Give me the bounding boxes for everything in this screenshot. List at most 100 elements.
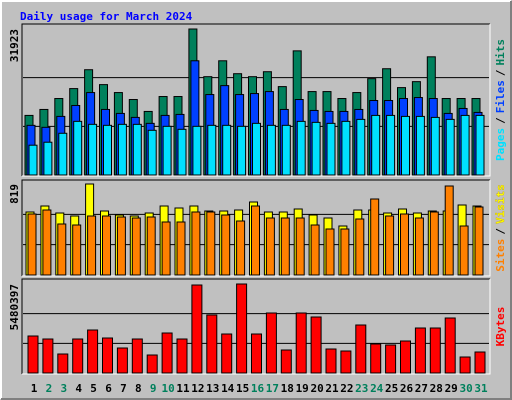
bar [429,327,441,374]
bar [116,216,126,276]
bar [88,123,98,176]
legend-entry: Hits [494,39,507,66]
bar [400,340,411,374]
x-tick-label: 26 [400,382,414,395]
bar [43,141,53,176]
bar [162,125,172,176]
bar [295,217,305,276]
bar [131,217,141,276]
x-tick-label: 17 [266,382,279,395]
bar [459,225,469,276]
panel-edge-light [22,24,491,177]
bar [475,114,485,176]
bar [72,224,82,276]
bar [102,215,111,276]
bar [221,214,231,276]
bar [474,206,484,276]
bar [280,349,292,374]
x-tick-label: 14 [221,382,235,395]
legend-separator: / [494,228,507,235]
bar [430,116,440,176]
bar [176,338,188,374]
bar [131,338,143,374]
bar [237,125,247,176]
x-tick-label: 2 [46,382,53,395]
legend: Sites / Visits [494,184,507,272]
legend-entry: KBytes [494,307,507,347]
bar [310,224,320,276]
bar [192,125,202,176]
panel-edge-light [22,180,491,277]
bar [132,123,142,176]
bar [415,115,425,176]
x-tick-label: 31 [474,382,488,395]
bar [325,348,337,374]
bar [474,351,486,374]
bar [206,211,216,276]
x-tick-label: 5 [90,382,97,395]
bar [236,283,248,374]
x-tick-label: 25 [385,382,398,395]
bar [281,124,291,176]
bar [340,228,350,276]
y-tick-label: 819 [8,184,21,204]
bar [310,316,322,374]
bar [252,122,261,176]
x-tick-label: 19 [296,382,309,395]
bar [355,324,367,374]
bar [340,350,352,374]
x-tick-label: 3 [60,382,67,395]
bar [401,115,410,176]
bar [385,215,395,276]
panel-edge-dark [21,179,490,276]
bar [87,329,99,374]
bar [460,114,470,176]
bar [251,205,260,276]
x-tick-label: 13 [206,382,219,395]
legend-separator: / [494,117,507,124]
bar [251,333,262,374]
bar [146,216,156,276]
bar [191,284,203,374]
panel-edge-light [22,279,491,375]
bar [444,317,456,374]
bar [116,347,128,374]
bar [191,211,201,276]
bar [400,213,409,276]
y-tick-label: 5480397 [8,284,21,330]
x-tick-label: 16 [251,382,265,395]
x-tick-label: 4 [75,382,82,395]
x-tick-label: 21 [325,382,339,395]
bar [236,220,246,276]
bar [280,217,290,276]
bar [27,335,39,374]
bar [325,228,335,276]
chart-title: Daily usage for March 2024 [20,10,193,23]
bar [221,333,233,374]
legend-entry: Files [494,80,507,113]
bar [72,338,84,374]
bar [206,314,218,374]
bar [355,218,365,276]
bar [459,356,471,374]
bar [161,332,173,374]
x-tick-label: 24 [370,382,384,395]
bar [429,211,439,276]
bar [386,114,396,176]
x-tick-label: 18 [281,382,294,395]
bar [296,120,306,176]
bar [414,327,426,374]
bar [117,123,127,176]
legend: KBytes [494,307,507,347]
bar [177,128,187,176]
bar [370,343,382,374]
bar [265,312,277,374]
legend-entry: Pages [494,128,507,161]
x-tick-label: 1 [31,382,38,395]
bar [341,120,351,176]
bar [445,118,455,176]
bar [42,209,52,276]
bar [295,312,307,374]
